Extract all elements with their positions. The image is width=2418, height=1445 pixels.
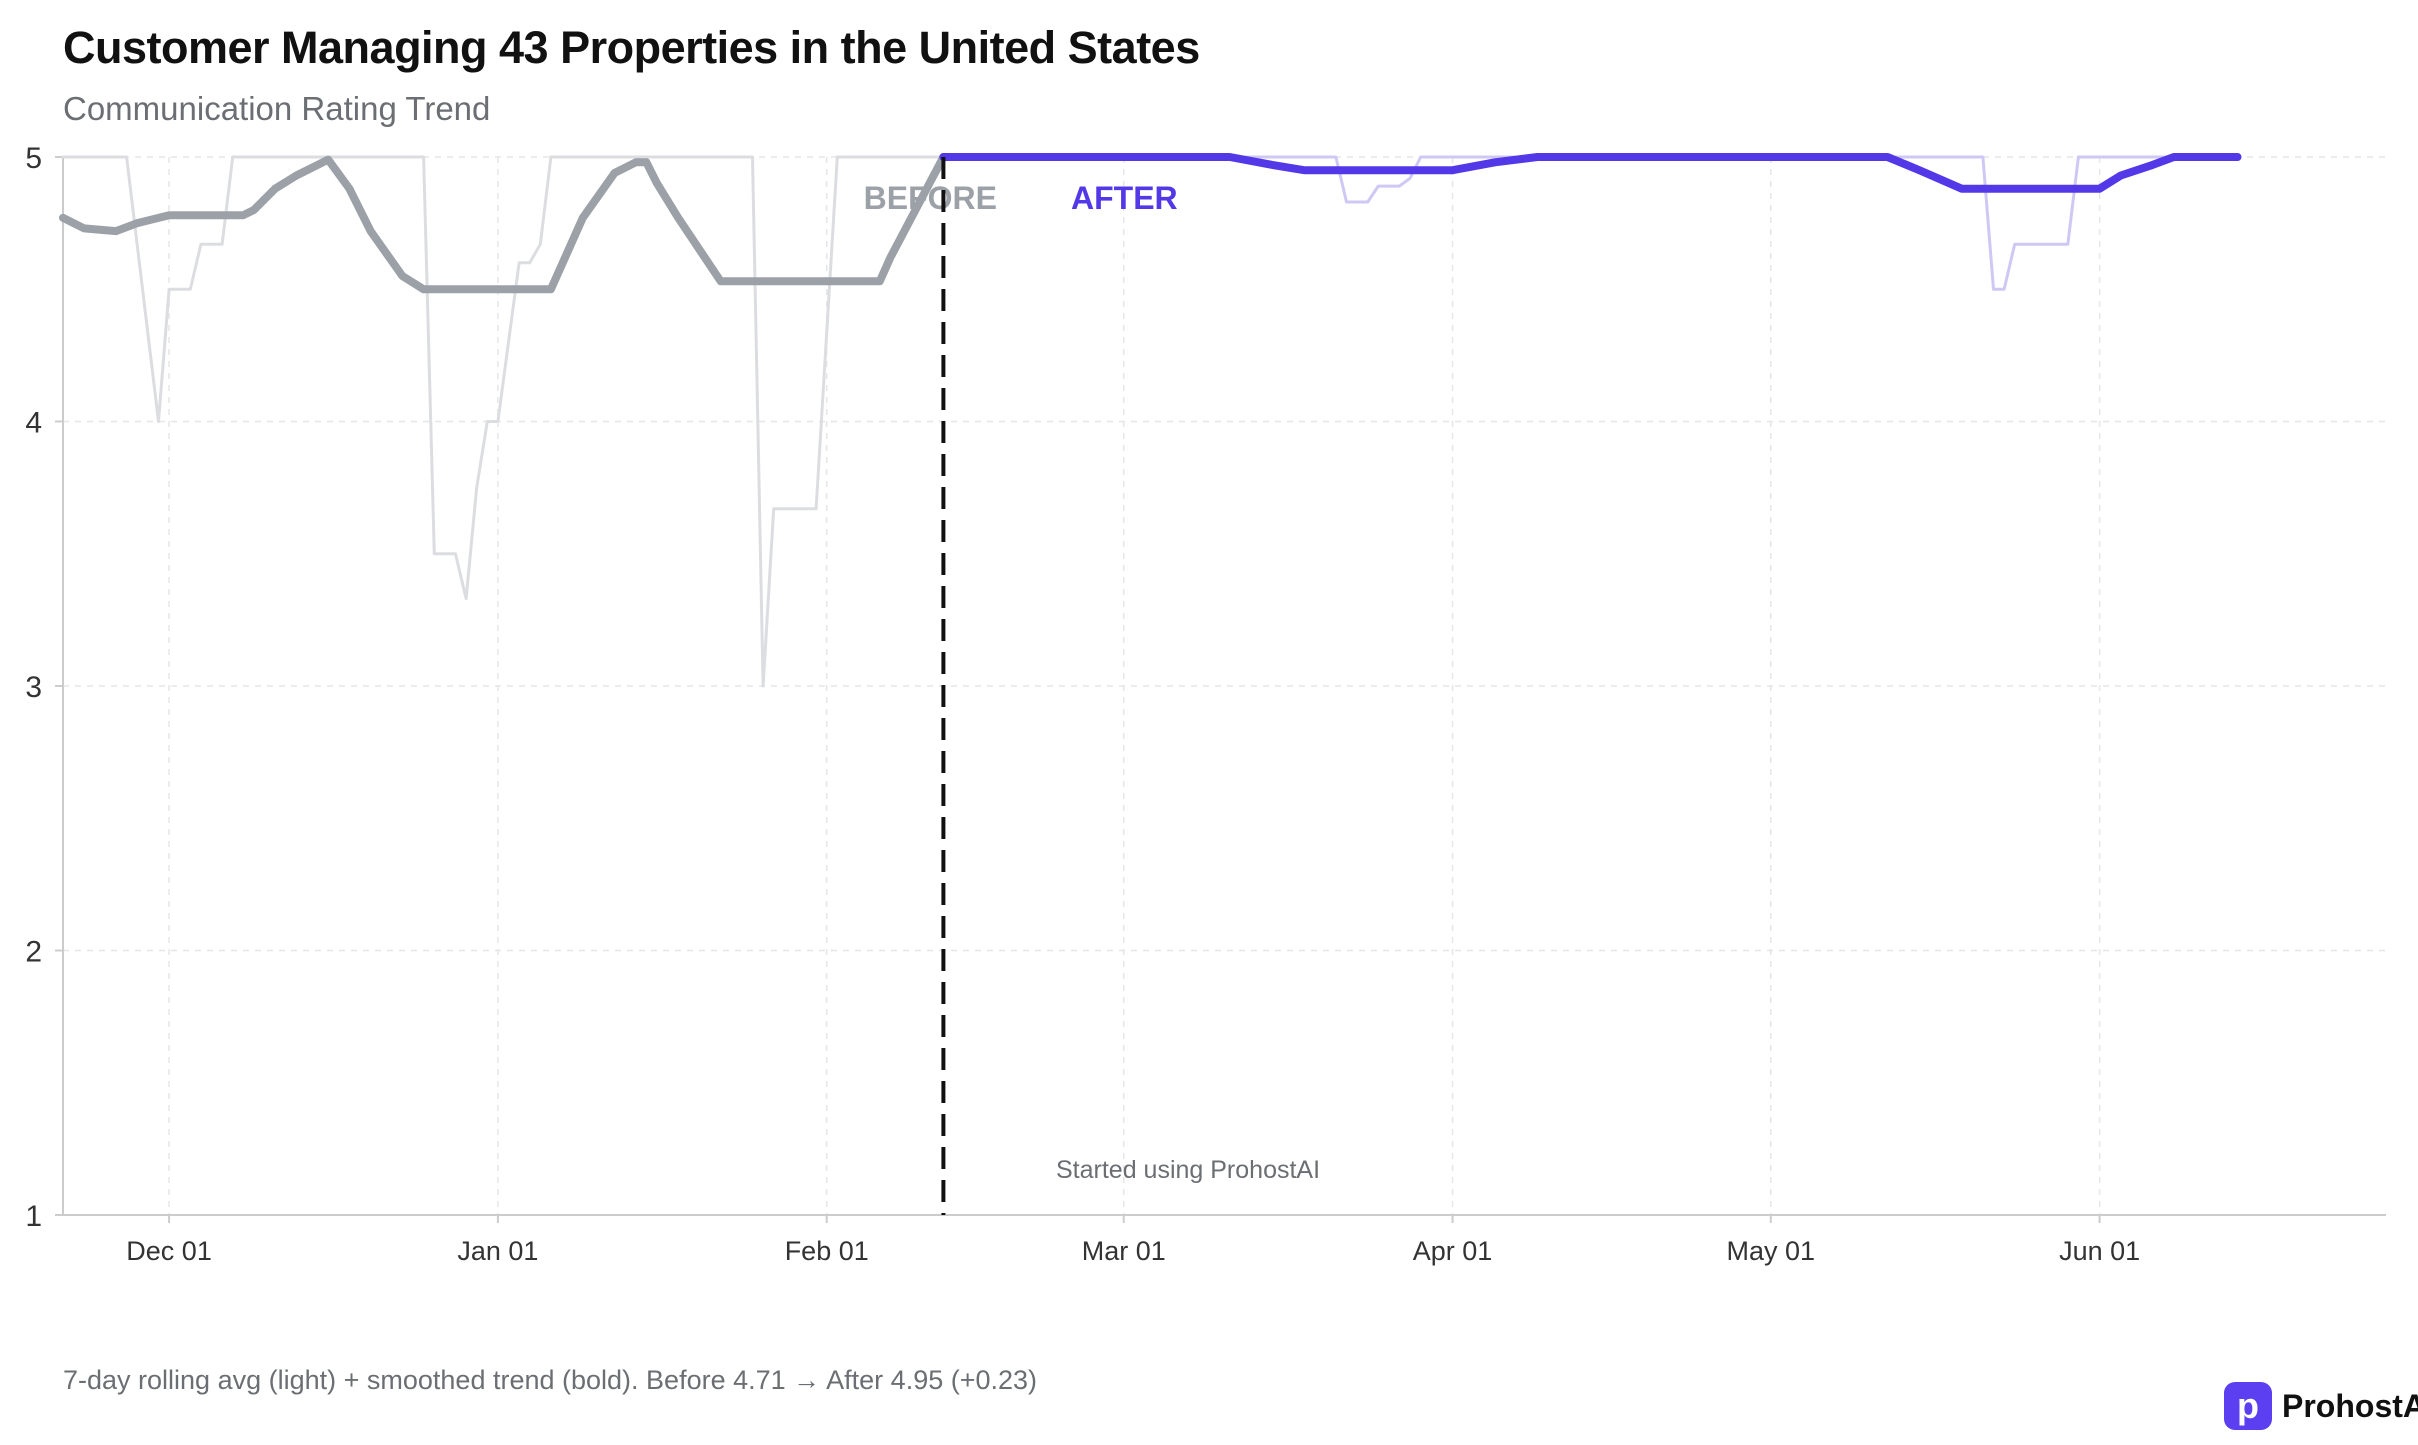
prohost-logo-icon: p bbox=[2224, 1382, 2272, 1430]
annotations: BEFORE AFTER Started using ProhostAI bbox=[864, 157, 1320, 1215]
rating-trend-chart: 1 2 3 4 5 Dec 01 Jan 01 Feb 01 Mar 01 Apr 01 May 0… bbox=[25, 142, 2386, 1266]
y-tick-label: 1 bbox=[25, 1200, 42, 1233]
y-tick-label: 3 bbox=[25, 671, 42, 704]
cutover-annotation: Started using ProhostAI bbox=[1056, 1156, 1320, 1184]
x-tick-label: Mar 01 bbox=[1082, 1236, 1166, 1266]
axes: 1 2 3 4 5 Dec 01 Jan 01 Feb 01 Mar 01 Apr 01 May 0… bbox=[25, 142, 2386, 1266]
before-trend-line bbox=[59, 153, 948, 294]
y-tick-label: 4 bbox=[25, 407, 42, 440]
after-phase-label: AFTER bbox=[1071, 180, 1178, 216]
y-tick-label: 2 bbox=[25, 936, 42, 969]
chart-subtitle: Communication Rating Trend bbox=[63, 90, 491, 127]
after-rolling-line bbox=[941, 155, 2239, 291]
chart-title: Customer Managing 43 Properties in the U… bbox=[63, 22, 1200, 73]
brand-name: ProhostAI bbox=[2282, 1387, 2418, 1424]
x-tick-label: Jun 01 bbox=[2059, 1236, 2140, 1266]
x-tick-label: Apr 01 bbox=[1413, 1236, 1493, 1266]
series bbox=[59, 153, 2242, 688]
after-trend-line bbox=[939, 153, 2242, 193]
x-tick-label: Jan 01 bbox=[457, 1236, 538, 1266]
before-phase-label: BEFORE bbox=[864, 180, 997, 216]
brand-logo: p ProhostAI bbox=[2224, 1382, 2418, 1430]
before-rolling-line bbox=[61, 155, 945, 688]
y-tick-label: 5 bbox=[25, 142, 42, 175]
x-tick-label: May 01 bbox=[1727, 1236, 1816, 1266]
gridlines bbox=[63, 156, 2386, 1216]
footer-note: 7-day rolling avg (light) + smoothed tre… bbox=[63, 1365, 1038, 1395]
x-tick-label: Feb 01 bbox=[785, 1236, 869, 1266]
x-tick-label: Dec 01 bbox=[126, 1236, 212, 1266]
